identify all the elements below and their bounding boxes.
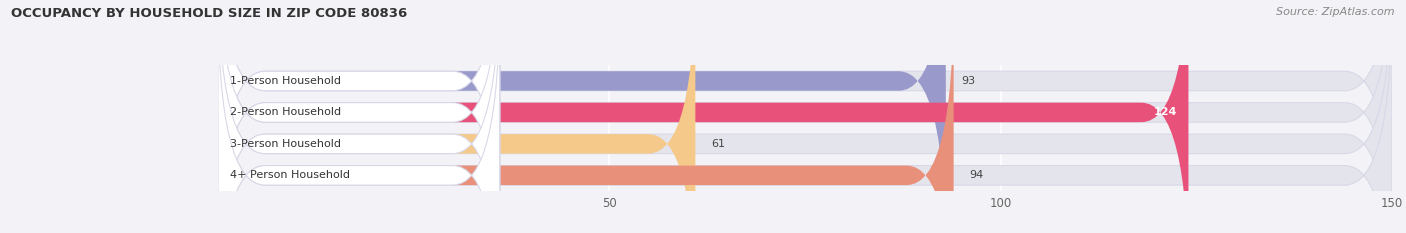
FancyBboxPatch shape bbox=[218, 0, 1392, 233]
Text: 61: 61 bbox=[711, 139, 725, 149]
Text: 93: 93 bbox=[962, 76, 976, 86]
FancyBboxPatch shape bbox=[218, 0, 946, 233]
Text: 94: 94 bbox=[969, 170, 984, 180]
Text: 4+ Person Household: 4+ Person Household bbox=[229, 170, 350, 180]
FancyBboxPatch shape bbox=[218, 0, 499, 233]
FancyBboxPatch shape bbox=[218, 0, 1392, 233]
Text: 3-Person Household: 3-Person Household bbox=[229, 139, 340, 149]
Text: 2-Person Household: 2-Person Household bbox=[229, 107, 340, 117]
FancyBboxPatch shape bbox=[218, 0, 499, 233]
Text: 1-Person Household: 1-Person Household bbox=[229, 76, 340, 86]
Text: OCCUPANCY BY HOUSEHOLD SIZE IN ZIP CODE 80836: OCCUPANCY BY HOUSEHOLD SIZE IN ZIP CODE … bbox=[11, 7, 408, 20]
FancyBboxPatch shape bbox=[218, 0, 953, 233]
Text: Source: ZipAtlas.com: Source: ZipAtlas.com bbox=[1277, 7, 1395, 17]
Text: 124: 124 bbox=[1153, 107, 1177, 117]
FancyBboxPatch shape bbox=[218, 0, 1392, 233]
FancyBboxPatch shape bbox=[218, 0, 696, 233]
FancyBboxPatch shape bbox=[218, 0, 499, 233]
FancyBboxPatch shape bbox=[218, 0, 499, 233]
FancyBboxPatch shape bbox=[218, 0, 1188, 233]
FancyBboxPatch shape bbox=[218, 0, 1392, 233]
